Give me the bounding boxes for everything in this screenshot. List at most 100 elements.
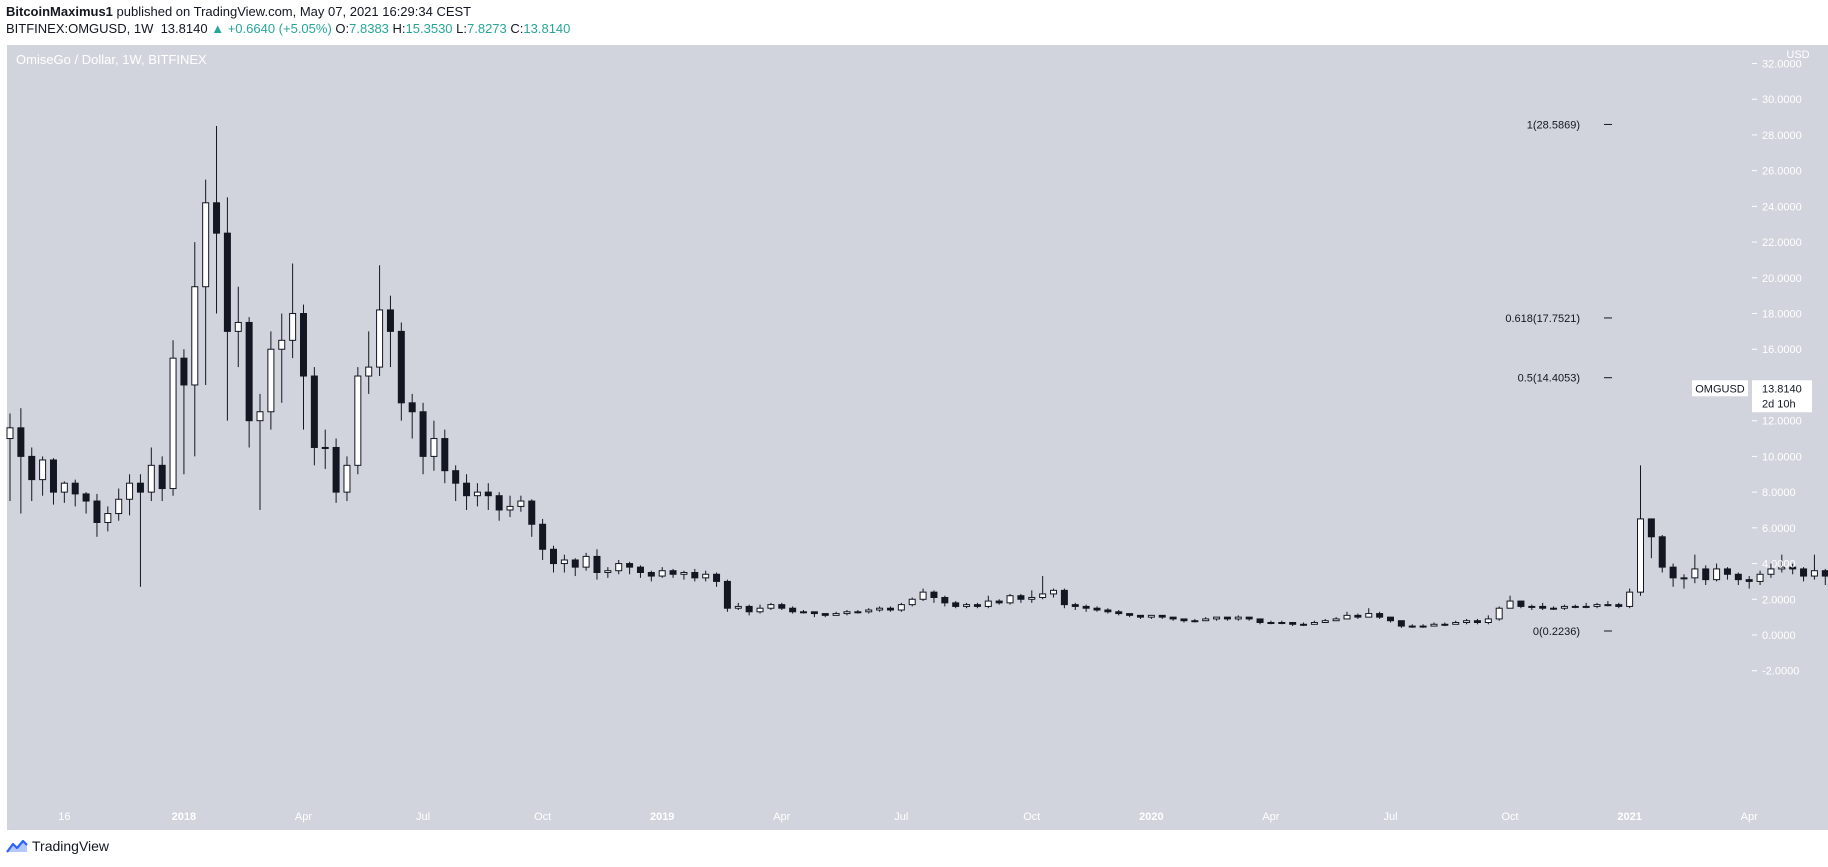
candle-body (1495, 607, 1503, 620)
candle-body (865, 609, 873, 613)
price-tick-label: 10.0000 (1762, 451, 1802, 463)
candle-body (299, 313, 307, 377)
candle-body (1528, 605, 1536, 608)
candle-body (539, 523, 547, 550)
time-tick-label: Oct (1501, 811, 1518, 823)
price-axis-currency: USD (1786, 49, 1809, 61)
fib-level-label: 0.5(14.4053) (1518, 373, 1580, 385)
candle-body (973, 604, 981, 607)
time-tick-label: 2020 (1139, 811, 1163, 823)
candle-body (49, 459, 57, 493)
candle-body (626, 563, 634, 568)
candle-body (647, 571, 655, 577)
candle-body (1517, 600, 1525, 607)
candle-body (1571, 605, 1579, 608)
time-tick-label: 2021 (1617, 811, 1641, 823)
candle-body (984, 600, 992, 607)
fib-level-label: 0.618(17.7521) (1505, 313, 1580, 325)
symbol-line: BITFINEX:OMGUSD, 1W (6, 21, 154, 36)
candle-body (1289, 621, 1297, 625)
candle-body (963, 604, 971, 607)
last-price-value: 13.8140 (1762, 383, 1802, 395)
candle-body (1245, 616, 1253, 620)
candle-body (1267, 621, 1275, 624)
candle-body (854, 611, 862, 614)
candle-body (245, 321, 253, 422)
candle-body (1321, 620, 1329, 623)
candle-body (104, 513, 112, 523)
candle-body (517, 500, 525, 507)
time-tick-label: Apr (295, 811, 312, 823)
candle-body (723, 580, 731, 609)
candle-body (919, 591, 927, 600)
candle-body (1756, 573, 1764, 582)
candle-body (430, 438, 438, 457)
price-tick-label: 32.0000 (1762, 58, 1802, 70)
time-tick-label: Oct (534, 811, 551, 823)
price-tick-label: 8.0000 (1762, 487, 1796, 499)
candle-body (343, 464, 351, 493)
candle-body (1452, 621, 1460, 625)
candle-body (1680, 577, 1688, 580)
candle-body (1386, 616, 1394, 622)
candle-body (82, 493, 90, 502)
last-price-countdown: 2d 10h (1762, 398, 1796, 410)
candle-body (256, 411, 264, 422)
close-label: C: (510, 21, 524, 36)
candle-body (115, 498, 123, 515)
candle-body (1126, 613, 1134, 616)
candle-body (354, 375, 362, 466)
candle-body (734, 605, 742, 609)
candle-body (1734, 573, 1742, 581)
time-axis[interactable] (7, 802, 1752, 830)
candle-body (571, 559, 579, 568)
candle-body (952, 602, 960, 607)
time-tick-label: Jul (416, 811, 430, 823)
candle-body (1104, 609, 1112, 613)
candle-body (1017, 595, 1025, 600)
last-price-box (1752, 380, 1812, 413)
footer: TradingView (6, 838, 109, 854)
price-tick-label: 12.0000 (1762, 416, 1802, 428)
candle-body (147, 464, 155, 493)
candle-body (680, 571, 688, 575)
candle-body (1604, 604, 1612, 607)
candle-body (1071, 604, 1079, 607)
candle-body (1408, 625, 1416, 628)
time-tick-label: 16 (58, 811, 70, 823)
candle-body (1039, 593, 1047, 598)
candle-body (213, 202, 221, 234)
candle-body (386, 309, 394, 332)
low-label: L: (456, 21, 467, 36)
candle-body (28, 455, 36, 481)
candle-body (832, 613, 840, 616)
author-name[interactable]: BitcoinMaximus1 (6, 4, 113, 19)
candle-body (234, 321, 242, 332)
price-tick-label: 22.0000 (1762, 237, 1802, 249)
candle-body (1278, 621, 1286, 624)
candle-body (1441, 623, 1449, 626)
low-value: 7.8273 (467, 21, 507, 36)
candle-body (756, 607, 764, 613)
candle-body (1539, 605, 1547, 609)
last-value: 13.8140 (160, 21, 208, 36)
candle-body (767, 604, 775, 609)
change-arrow-icon: ▲ (211, 21, 225, 36)
candle-body (702, 573, 710, 579)
candle-body (1397, 620, 1405, 627)
candle-body (1213, 616, 1221, 620)
candle-body (136, 482, 144, 493)
price-tick-label: 2.0000 (1762, 594, 1796, 606)
candle-body (1158, 614, 1166, 618)
footer-brand[interactable]: TradingView (32, 838, 110, 854)
candle-body (463, 482, 471, 497)
candle-body (158, 464, 166, 490)
candle-body (1028, 596, 1036, 600)
open-label: O: (335, 21, 350, 36)
price-axis[interactable] (1752, 45, 1828, 802)
candle-body (800, 611, 808, 614)
candle-body (1332, 618, 1340, 622)
chart-pane[interactable] (7, 45, 1752, 802)
candle-body (1115, 611, 1123, 615)
candle-body (1615, 604, 1623, 607)
